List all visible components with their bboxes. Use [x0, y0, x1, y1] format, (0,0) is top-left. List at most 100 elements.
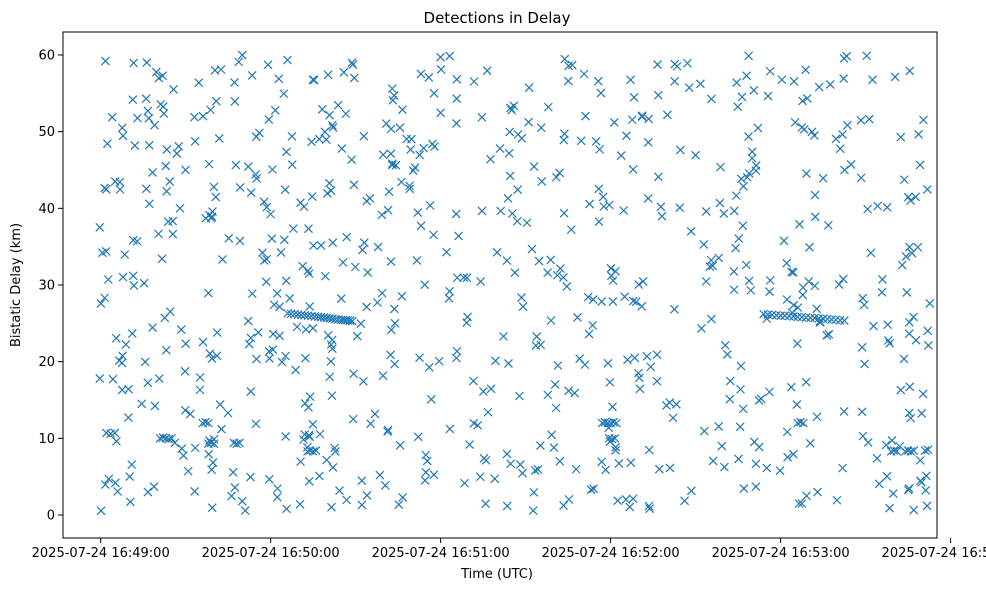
clutter-point — [512, 216, 522, 226]
clutter-point — [460, 478, 470, 488]
clutter-point — [210, 65, 220, 75]
clutter-point — [625, 502, 635, 512]
clutter-point — [386, 257, 396, 266]
clutter-point — [387, 160, 397, 170]
clutter-point — [282, 504, 291, 514]
cluster-9-point — [209, 439, 219, 449]
clutter-point — [701, 276, 711, 286]
clutter-point — [560, 54, 570, 64]
cluster-28-point — [631, 297, 641, 307]
clutter-point — [317, 104, 327, 114]
clutter-point — [553, 361, 563, 370]
clutter-point — [445, 424, 455, 434]
clutter-point — [111, 333, 121, 343]
clutter-point — [415, 150, 425, 160]
cluster-12-point — [201, 417, 210, 427]
clutter-point — [570, 388, 580, 398]
clutter-point — [863, 204, 873, 214]
clutter-point — [492, 247, 502, 257]
clutter-point — [349, 73, 359, 83]
clutter-point — [469, 77, 479, 86]
clutter-point — [424, 362, 434, 372]
clutter-point — [108, 374, 118, 384]
clutter-point — [276, 247, 286, 257]
clutter-point — [515, 460, 525, 470]
clutter-point — [546, 255, 556, 265]
clutter-point — [751, 482, 761, 492]
clutter-point — [348, 60, 358, 69]
y-axis-ticks: 0 10 20 30 40 50 60 — [38, 49, 63, 524]
clutter-point — [857, 342, 867, 352]
cluster-8a-point — [311, 446, 321, 456]
clutter-point — [483, 407, 493, 417]
clutter-point — [734, 234, 744, 243]
clutter-point — [362, 302, 372, 312]
clutter-point — [754, 442, 764, 452]
clutter-point — [665, 398, 675, 407]
clutter-point — [190, 443, 200, 453]
clutter-point — [350, 262, 360, 272]
clutter-point — [429, 470, 439, 480]
clutter-point — [597, 297, 607, 306]
clutter-point — [377, 210, 387, 220]
clutter-point — [532, 332, 542, 341]
clutter-point — [634, 368, 643, 378]
clutter-point — [527, 244, 537, 254]
clutter-point — [559, 501, 569, 510]
clutter-point — [462, 273, 472, 283]
clutter-point — [495, 144, 505, 153]
clutter-point — [359, 131, 369, 141]
clutter-point — [264, 114, 274, 124]
clutter-point — [838, 463, 848, 473]
clutter-point — [744, 51, 754, 61]
clutter-point — [736, 361, 746, 371]
clutter-point — [288, 224, 298, 234]
clutter-point — [614, 459, 624, 468]
clutter-point — [518, 468, 527, 478]
clutter-point — [373, 242, 383, 252]
clutter-point — [637, 112, 647, 122]
clutter-point — [792, 339, 802, 348]
clutter-point — [251, 419, 261, 429]
clutter-point — [327, 120, 337, 130]
clutter-point — [390, 359, 400, 369]
clutter-point — [258, 248, 267, 258]
clutter-point — [856, 173, 866, 183]
clutter-point — [546, 316, 556, 325]
clutter-point — [747, 153, 757, 163]
clutter-point — [706, 94, 716, 104]
cluster-10c-point — [304, 430, 314, 440]
clutter-point — [230, 97, 240, 106]
y-tick-label: 20 — [38, 355, 55, 370]
clutter-point — [322, 455, 332, 465]
clutter-point — [869, 321, 878, 331]
clutter-point — [349, 180, 359, 190]
clutter-point — [137, 399, 147, 409]
cluster-8b-point — [889, 446, 899, 456]
clutter-point — [684, 83, 694, 93]
clutter-point — [486, 384, 496, 394]
clutter-point — [150, 120, 160, 130]
clutter-point — [349, 369, 359, 379]
clutter-point — [905, 242, 914, 252]
clutter-point — [749, 85, 759, 95]
clutter-point — [308, 241, 318, 251]
clutter-point — [259, 197, 269, 207]
clutter-point — [813, 487, 822, 497]
clutter-point — [668, 413, 678, 423]
clutter-point — [481, 455, 491, 465]
clutter-point — [733, 102, 743, 112]
clutter-point — [856, 115, 866, 125]
clutter-point — [304, 269, 314, 279]
clutter-point — [398, 105, 407, 115]
clutter-point — [904, 483, 914, 493]
clutter-point — [429, 230, 438, 240]
clutter-point — [442, 247, 451, 257]
clutter-point — [175, 203, 185, 213]
clutter-point — [477, 112, 487, 122]
clutter-point — [782, 258, 792, 268]
cluster-10d-point — [610, 433, 620, 443]
clutter-point — [686, 226, 696, 236]
clutter-point — [731, 243, 741, 253]
cluster-10b-point — [164, 434, 174, 444]
